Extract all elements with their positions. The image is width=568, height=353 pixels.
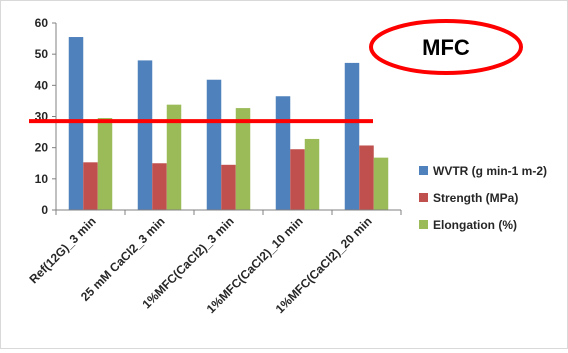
bar-elongation	[304, 138, 320, 210]
bar-elongation	[166, 104, 182, 210]
bar-strength	[152, 163, 167, 210]
bar-strength	[83, 162, 98, 210]
bar-wvtr	[344, 62, 360, 210]
y-tick-label: 10	[35, 172, 49, 186]
bar-wvtr	[206, 79, 222, 211]
legend-swatch	[419, 166, 428, 175]
y-tick-label: 20	[35, 141, 49, 155]
y-tick-label: 0	[41, 203, 48, 217]
bar-series	[68, 37, 389, 211]
x-tick-label: Ref(12G)_3 min	[26, 214, 98, 286]
bar-wvtr	[275, 96, 291, 210]
bar-strength	[359, 145, 374, 210]
bar-elongation	[235, 108, 251, 210]
bar-strength	[290, 149, 305, 210]
annotation-ellipse	[369, 19, 523, 75]
y-tick-label: 40	[35, 78, 49, 92]
annotation-label: MFC	[422, 35, 470, 60]
bar-wvtr	[68, 37, 84, 211]
legend-swatch	[419, 193, 428, 202]
annotation: MFC	[369, 19, 523, 75]
bar-elongation	[373, 157, 389, 210]
legend-label: Strength (MPa)	[433, 191, 518, 205]
legend: WVTR (g min-1 m-2) Strength (MPa) Elongati…	[419, 164, 547, 232]
legend-swatch	[419, 220, 428, 229]
y-tick-label: 50	[35, 47, 49, 61]
legend-label: Elongation (%)	[433, 218, 517, 232]
bar-strength	[221, 164, 236, 210]
y-tick-label: 60	[35, 16, 49, 30]
bar-elongation	[97, 118, 113, 210]
bar-wvtr	[137, 60, 153, 211]
legend-label: WVTR (g min-1 m-2)	[433, 164, 547, 178]
